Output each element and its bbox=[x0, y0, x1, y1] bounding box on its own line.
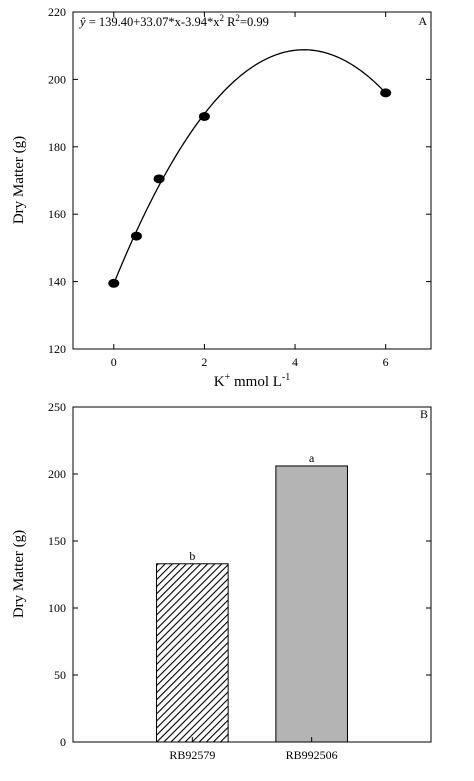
panel-a-y-tick-label: 160 bbox=[48, 207, 66, 221]
panel-a-y-tick-label: 200 bbox=[48, 72, 66, 86]
xlabel-minus: -1 bbox=[282, 372, 290, 383]
bar bbox=[275, 465, 348, 743]
significance-letter: a bbox=[309, 451, 315, 465]
panel-b: B 0 50 100 150 200 250 b RB92579 a RB992506 Dry … bbox=[11, 400, 432, 762]
xlabel-plus: + bbox=[225, 372, 231, 383]
panel-b-y-tick-label: 0 bbox=[60, 735, 66, 749]
panel-a-x-ticks: 0 2 4 6 bbox=[111, 12, 389, 369]
significance-letter: b bbox=[189, 549, 195, 563]
panel-b-y-tick-label: 100 bbox=[48, 601, 66, 615]
panel-b-y-axis-label: Dry Matter (g) bbox=[11, 530, 27, 618]
equation-r: R bbox=[224, 15, 236, 29]
equation-r-value: =0.99 bbox=[240, 15, 269, 29]
panel-a-y-tick-label: 120 bbox=[48, 342, 66, 356]
equation-r-sup: 2 bbox=[235, 13, 240, 23]
data-point bbox=[153, 174, 165, 184]
xlabel-k: K bbox=[214, 374, 225, 390]
panel-a: A ŷ = 139.40+33.07*x-3.94*x2 R2=0.99 120… bbox=[11, 5, 432, 390]
panel-a-y-tick-label: 220 bbox=[48, 5, 66, 19]
panel-a-y-ticks: 120 140 160 180 200 220 bbox=[48, 5, 431, 356]
panel-a-x-axis-label: K+ mmol L-1 bbox=[214, 372, 291, 390]
panel-b-bars: b RB92579 a RB992506 bbox=[156, 451, 348, 762]
panel-a-y-tick-label: 180 bbox=[48, 140, 66, 154]
panel-a-x-tick-label: 2 bbox=[201, 355, 207, 369]
equation-yhat: ŷ bbox=[78, 15, 86, 29]
panel-b-frame bbox=[72, 406, 432, 743]
panel-a-label: A bbox=[418, 14, 427, 28]
panel-a-x-tick-label: 4 bbox=[292, 355, 298, 369]
category-label: RB92579 bbox=[169, 748, 215, 762]
data-point bbox=[130, 231, 142, 241]
equation-body: = 139.40+33.07*x-3.94*x bbox=[86, 15, 221, 29]
data-point bbox=[108, 278, 120, 288]
xlabel-mid: mmol L bbox=[230, 374, 282, 390]
panel-a-y-axis-label: Dry Matter (g) bbox=[11, 136, 27, 224]
data-point bbox=[198, 111, 210, 121]
panel-b-y-tick-label: 200 bbox=[48, 467, 66, 481]
category-label: RB992506 bbox=[286, 748, 338, 762]
panel-a-points bbox=[108, 88, 392, 288]
panel-b-label: B bbox=[420, 407, 428, 421]
panel-b-y-tick-label: 250 bbox=[48, 400, 66, 414]
panel-a-y-tick-label: 140 bbox=[48, 275, 66, 289]
panel-b-y-tick-label: 50 bbox=[54, 668, 66, 682]
panel-a-x-tick-label: 6 bbox=[383, 355, 389, 369]
bar bbox=[156, 563, 229, 743]
equation-sup: 2 bbox=[219, 13, 224, 23]
panel-a-x-tick-label: 0 bbox=[111, 355, 117, 369]
panel-a-frame bbox=[72, 11, 432, 350]
data-point bbox=[380, 88, 392, 98]
regression-equation: ŷ = 139.40+33.07*x-3.94*x2 R2=0.99 bbox=[78, 13, 269, 29]
fit-curve bbox=[113, 49, 387, 284]
panel-b-y-ticks: 0 50 100 150 200 250 bbox=[48, 400, 431, 749]
panel-b-y-tick-label: 150 bbox=[48, 534, 66, 548]
